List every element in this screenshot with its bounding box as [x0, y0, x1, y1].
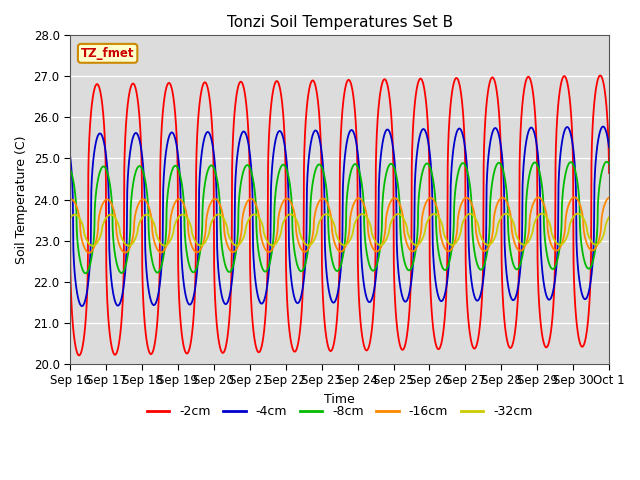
-2cm [605, 143, 612, 149]
-8cm [431, 187, 438, 192]
-32cm [491, 235, 499, 240]
-8cm [82, 270, 90, 276]
-4cm [163, 142, 171, 148]
-8cm [319, 169, 327, 175]
-2cm [76, 352, 83, 358]
-16cm [319, 195, 327, 201]
-16cm [85, 250, 93, 256]
-16cm [605, 195, 612, 201]
Line: -8cm: -8cm [70, 162, 609, 273]
-4cm [67, 153, 74, 158]
Line: -2cm: -2cm [70, 75, 609, 355]
Legend: -2cm, -4cm, -8cm, -16cm, -32cm: -2cm, -4cm, -8cm, -16cm, -32cm [141, 400, 538, 423]
-8cm [605, 161, 613, 167]
-32cm [431, 211, 438, 217]
-4cm [460, 140, 468, 145]
-16cm [163, 241, 171, 247]
-2cm [596, 72, 604, 78]
Line: -16cm: -16cm [70, 197, 609, 253]
-32cm [67, 216, 74, 221]
Line: -4cm: -4cm [70, 127, 609, 306]
-8cm [603, 159, 611, 165]
Line: -32cm: -32cm [70, 214, 609, 246]
-2cm [67, 217, 74, 223]
-32cm [574, 211, 582, 216]
-16cm [570, 194, 578, 200]
-8cm [163, 198, 171, 204]
-32cm [605, 215, 612, 221]
-8cm [67, 167, 74, 172]
-4cm [599, 124, 607, 130]
-32cm [460, 216, 468, 222]
-2cm [163, 83, 171, 88]
-2cm [319, 303, 327, 309]
-8cm [605, 160, 612, 166]
-32cm [605, 214, 613, 220]
Title: Tonzi Soil Temperatures Set B: Tonzi Soil Temperatures Set B [227, 15, 452, 30]
-2cm [605, 170, 613, 176]
Text: TZ_fmet: TZ_fmet [81, 47, 134, 60]
-8cm [491, 167, 499, 172]
X-axis label: Time: Time [324, 393, 355, 406]
Y-axis label: Soil Temperature (C): Soil Temperature (C) [15, 135, 28, 264]
-16cm [431, 199, 438, 204]
-2cm [460, 132, 468, 138]
-32cm [89, 243, 97, 249]
-16cm [491, 209, 499, 215]
-2cm [431, 335, 438, 341]
-2cm [491, 79, 499, 84]
-4cm [491, 125, 499, 131]
-16cm [605, 194, 613, 200]
-4cm [605, 141, 612, 146]
-4cm [605, 144, 613, 150]
-16cm [460, 196, 468, 202]
-32cm [163, 242, 171, 248]
-8cm [460, 161, 468, 167]
-4cm [319, 169, 327, 175]
-16cm [67, 197, 74, 203]
-4cm [78, 303, 86, 309]
-4cm [431, 270, 438, 276]
-32cm [319, 213, 327, 218]
